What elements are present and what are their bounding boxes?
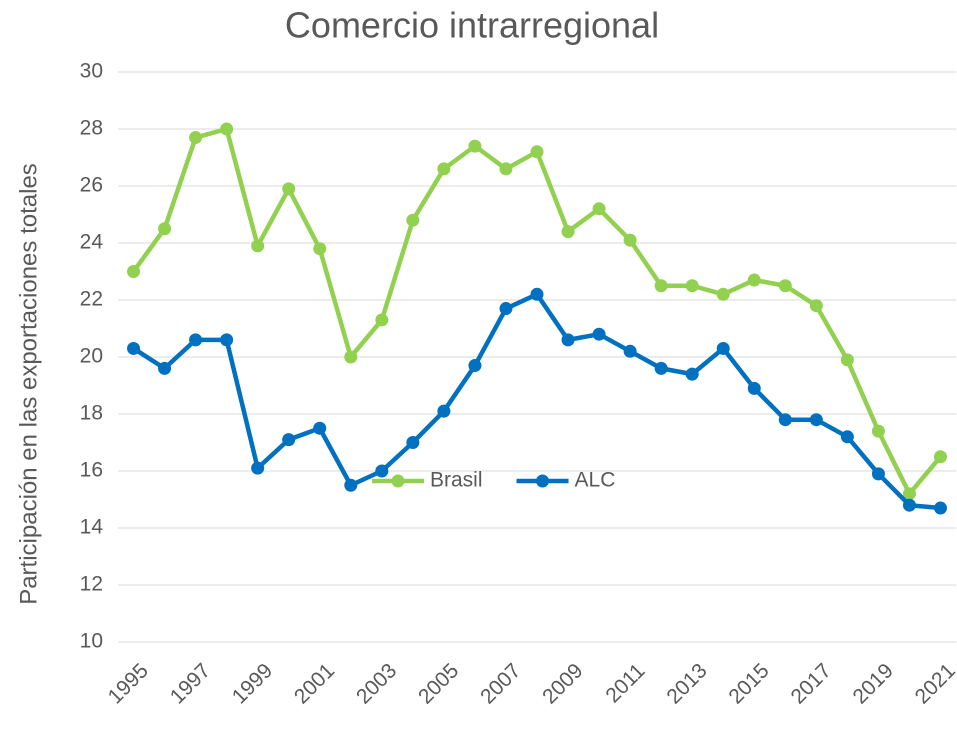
x-tick-label: 2013 xyxy=(662,659,711,708)
data-point xyxy=(530,145,544,159)
x-tick-label: 2009 xyxy=(538,659,587,708)
data-point xyxy=(499,302,513,316)
data-point xyxy=(902,498,916,512)
data-point xyxy=(871,467,885,481)
data-point xyxy=(127,341,141,355)
x-tick-label: 2015 xyxy=(724,659,773,708)
data-point xyxy=(158,361,172,375)
data-point xyxy=(127,265,141,278)
data-point xyxy=(840,353,854,367)
y-tick-label: 16 xyxy=(80,459,103,482)
data-point xyxy=(220,333,234,347)
series-line xyxy=(132,292,941,511)
x-tick-label: 2003 xyxy=(352,659,401,708)
data-point xyxy=(654,279,668,293)
data-point xyxy=(778,279,792,293)
data-point xyxy=(592,327,606,341)
data-point xyxy=(685,279,699,293)
data-point xyxy=(716,341,730,355)
data-point xyxy=(623,233,637,247)
data-point xyxy=(158,222,172,236)
x-tick-label: 2011 xyxy=(601,659,649,707)
y-tick-label: 14 xyxy=(80,516,104,539)
data-point xyxy=(809,413,823,427)
x-tick-label: 2021 xyxy=(911,659,957,708)
legend-label: Brasil xyxy=(430,469,483,492)
data-point xyxy=(778,413,792,427)
data-point xyxy=(530,287,544,301)
x-tick-label: 2005 xyxy=(414,659,463,708)
data-point xyxy=(654,361,668,375)
x-tick-label: 2017 xyxy=(786,659,835,708)
y-tick-label: 10 xyxy=(80,630,103,653)
data-point xyxy=(282,182,296,196)
data-point xyxy=(809,299,823,313)
data-point xyxy=(561,333,575,347)
data-point xyxy=(840,430,854,444)
y-tick-label: 24 xyxy=(80,231,104,254)
data-point xyxy=(251,461,265,475)
data-point xyxy=(437,404,451,418)
data-point xyxy=(685,367,699,381)
data-point xyxy=(220,122,234,136)
data-point xyxy=(933,501,947,515)
y-tick-label: 26 xyxy=(80,174,103,197)
data-point xyxy=(933,450,947,464)
x-tick-label: 2007 xyxy=(476,659,525,708)
data-point xyxy=(499,162,513,176)
data-point xyxy=(437,162,451,176)
x-tick-label: 2019 xyxy=(849,659,898,708)
x-tick-label: 1997 xyxy=(166,659,215,708)
data-point xyxy=(592,202,606,216)
legend-label: ALC xyxy=(575,469,616,492)
data-point xyxy=(251,239,265,253)
data-point xyxy=(344,350,358,364)
data-point xyxy=(189,333,203,347)
data-point xyxy=(561,225,575,239)
legend-marker xyxy=(536,474,550,488)
data-point xyxy=(375,313,389,327)
x-tick-label: 1999 xyxy=(228,659,277,708)
data-point xyxy=(375,464,389,478)
data-point xyxy=(716,287,730,301)
y-tick-label: 28 xyxy=(80,117,103,140)
data-point xyxy=(871,424,885,438)
data-point xyxy=(282,433,296,447)
data-point xyxy=(747,381,761,395)
y-axis-label: Participación en las exportaciones total… xyxy=(15,163,42,605)
data-point xyxy=(902,487,916,501)
data-point xyxy=(406,436,420,449)
data-point xyxy=(189,131,203,145)
y-tick-label: 12 xyxy=(80,573,103,596)
chart-title: Comercio intrarregional xyxy=(285,5,659,46)
legend-marker xyxy=(391,474,405,488)
y-tick-label: 18 xyxy=(80,402,103,425)
y-tick-label: 20 xyxy=(80,345,103,368)
data-point xyxy=(313,421,327,435)
data-point xyxy=(313,242,327,256)
data-point xyxy=(406,213,420,227)
data-point xyxy=(747,273,761,287)
x-tick-label: 1995 xyxy=(104,659,153,708)
y-tick-label: 22 xyxy=(80,288,103,311)
y-tick-label: 30 xyxy=(80,60,103,83)
data-point xyxy=(623,344,637,358)
data-point xyxy=(468,139,482,153)
data-point xyxy=(468,359,482,373)
data-point xyxy=(344,478,358,492)
x-tick-label: 2001 xyxy=(290,659,339,708)
